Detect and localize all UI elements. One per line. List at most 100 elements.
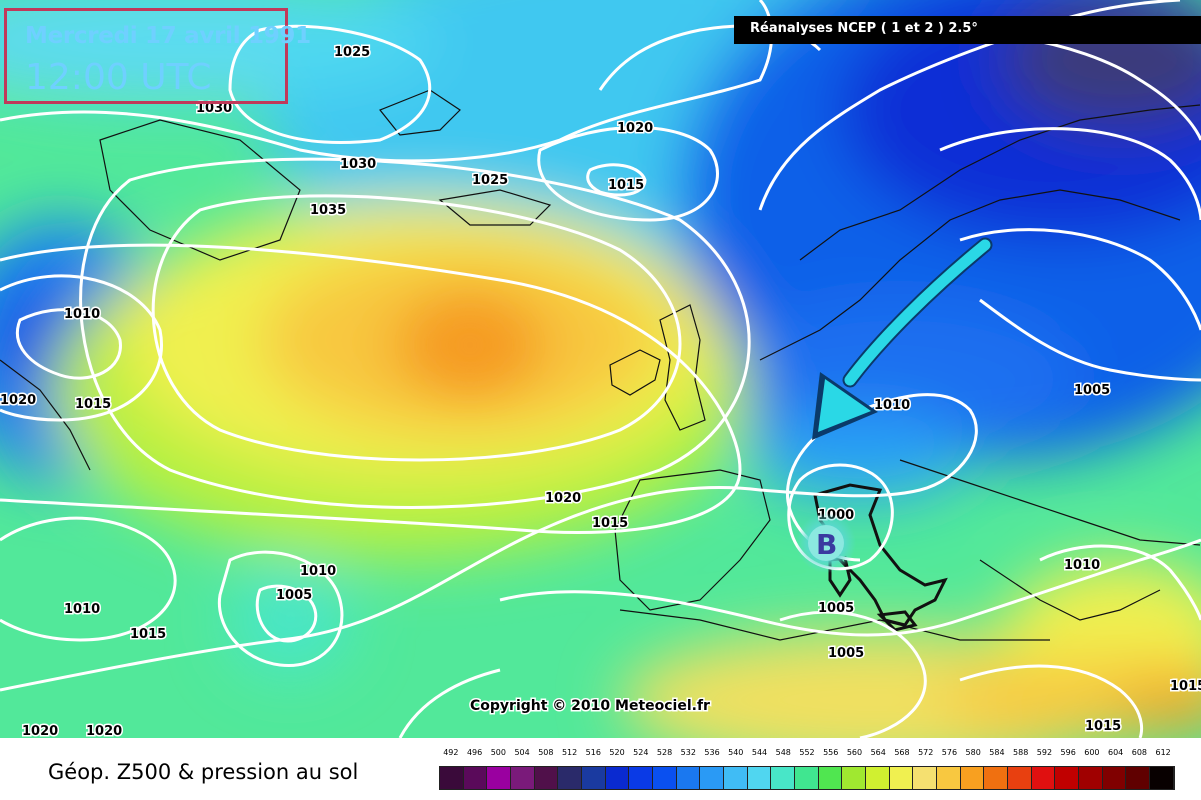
source-label: Réanalyses NCEP ( 1 et 2 ) 2.5° [750,21,978,36]
color-scale-swatch [534,767,559,789]
color-scale-label: 500 [490,748,506,757]
low-pressure-letter: B [816,528,837,561]
color-scale-swatch [582,767,606,789]
copyright-text: Copyright © 2010 Meteociel.fr [470,698,710,714]
date-box: Mercredi 17 avril 1991 12:00 UTC [4,8,311,104]
color-scale-swatch [818,767,843,789]
isobar-label: 1015 [592,516,628,531]
isobar-label: 1025 [472,173,508,188]
color-scale-label: 504 [514,748,530,757]
isobar-labels: 1025 1030 1030 1035 1020 1025 1015 1010 … [0,44,1201,739]
color-scale-swatch [724,767,748,789]
color-scale-swatch [558,767,583,789]
isobar-label: 1015 [75,397,111,412]
color-scale-swatches [439,766,1175,790]
isobar-label: 1010 [64,307,100,322]
legend-title: Géop. Z500 & pression au sol [48,760,359,784]
color-scale-swatch [1126,767,1151,789]
color-scale-label: 524 [633,748,649,757]
color-scale-swatch [487,767,512,789]
color-scale-swatch [1055,767,1080,789]
color-scale-swatch [913,767,938,789]
color-scale-swatch [771,767,796,789]
time-label: 12:00 UTC [25,57,212,98]
isobar-label: 1005 [276,588,312,603]
color-scale-label: 528 [656,748,673,757]
source-banner: Réanalyses NCEP ( 1 et 2 ) 2.5° [734,16,1201,44]
sicily-outline [876,610,918,632]
isobar-label: 1020 [0,393,36,408]
isobar-label: 1015 [608,178,644,193]
low-pressure-marker: B [796,513,856,573]
color-scale-swatch [960,767,985,789]
color-scale-label: 532 [680,748,696,757]
isobar-label: 1020 [545,491,581,506]
color-scale-label: 496 [466,748,483,757]
color-scale-label: 492 [443,748,459,757]
color-scale-label: 552 [799,748,815,757]
isobar-label: 1010 [64,602,100,617]
color-scale-swatch [1008,767,1032,789]
isobar-label: 1020 [22,724,58,738]
geopotential-field [0,0,1201,738]
isobar-label: 1010 [300,564,336,579]
color-scale: 492 496 500 504 508 512 516 520 524 528 532 536 540 5… [439,748,1175,792]
color-scale-label: 508 [538,748,554,757]
color-scale-swatch [795,767,819,789]
color-scale-label: 604 [1108,748,1124,757]
color-scale-swatch [1079,767,1103,789]
color-scale-label: 548 [775,748,791,757]
color-scale-label: 512 [561,748,578,757]
color-scale-label: 516 [585,748,601,757]
color-scale-label: 592 [1036,748,1053,757]
color-scale-label: 580 [965,748,981,757]
isobar-label: 1030 [196,101,232,116]
weather-map: 1025 1030 1030 1035 1020 1025 1015 1010 … [0,0,1201,738]
isobar-label: 1010 [874,398,910,413]
color-scale-label: 544 [751,748,768,757]
color-scale-label: 556 [823,748,839,757]
color-scale-swatch [605,767,630,789]
isobar-label: 1015 [130,627,166,642]
isobar-label: 1005 [828,646,864,661]
color-scale-label: 584 [989,748,1005,757]
color-scale-swatch [747,767,772,789]
color-scale-swatch [463,767,488,789]
color-scale-swatch [842,767,867,789]
color-scale-label: 520 [609,748,625,757]
color-scale-swatch [984,767,1009,789]
color-scale-label: 588 [1013,748,1029,757]
color-scale-label: 596 [1060,748,1076,757]
color-scale-swatch [866,767,890,789]
color-scale-label: 612 [1155,748,1171,757]
color-scale-swatch [511,767,535,789]
isobar-label: 1025 [334,45,370,60]
isobar-label: 1015 [1085,719,1121,734]
isobars [0,0,1201,738]
coastlines [0,89,1201,641]
color-scale-labels: 492 496 500 504 508 512 516 520 524 528 532 536 540 5… [439,748,1175,762]
flow-arrow [812,237,993,440]
color-scale-swatch [653,767,677,789]
color-scale-swatch [440,767,464,789]
color-scale-label: 572 [918,748,934,757]
color-scale-label: 536 [704,748,720,757]
color-scale-label: 560 [846,748,863,757]
isobar-label: 1030 [340,157,376,172]
color-scale-swatch [629,767,654,789]
color-scale-label: 568 [894,748,910,757]
isobar-label: 1010 [1064,558,1100,573]
color-scale-swatch [1102,767,1127,789]
isobar-label: 1020 [86,724,122,738]
isobar-label: 1015 [1170,679,1201,694]
color-scale-swatch [1150,767,1174,789]
color-scale-swatch [937,767,961,789]
color-scale-label: 608 [1131,748,1148,757]
color-scale-label: 600 [1084,748,1100,757]
isobar-label: 1005 [818,601,854,616]
legend-footer: Géop. Z500 & pression au sol 492 496 500 50… [0,738,1201,800]
color-scale-swatch [889,767,914,789]
color-scale-label: 564 [870,748,886,757]
isobar-label: 1005 [1074,383,1110,398]
color-scale-swatch [700,767,725,789]
